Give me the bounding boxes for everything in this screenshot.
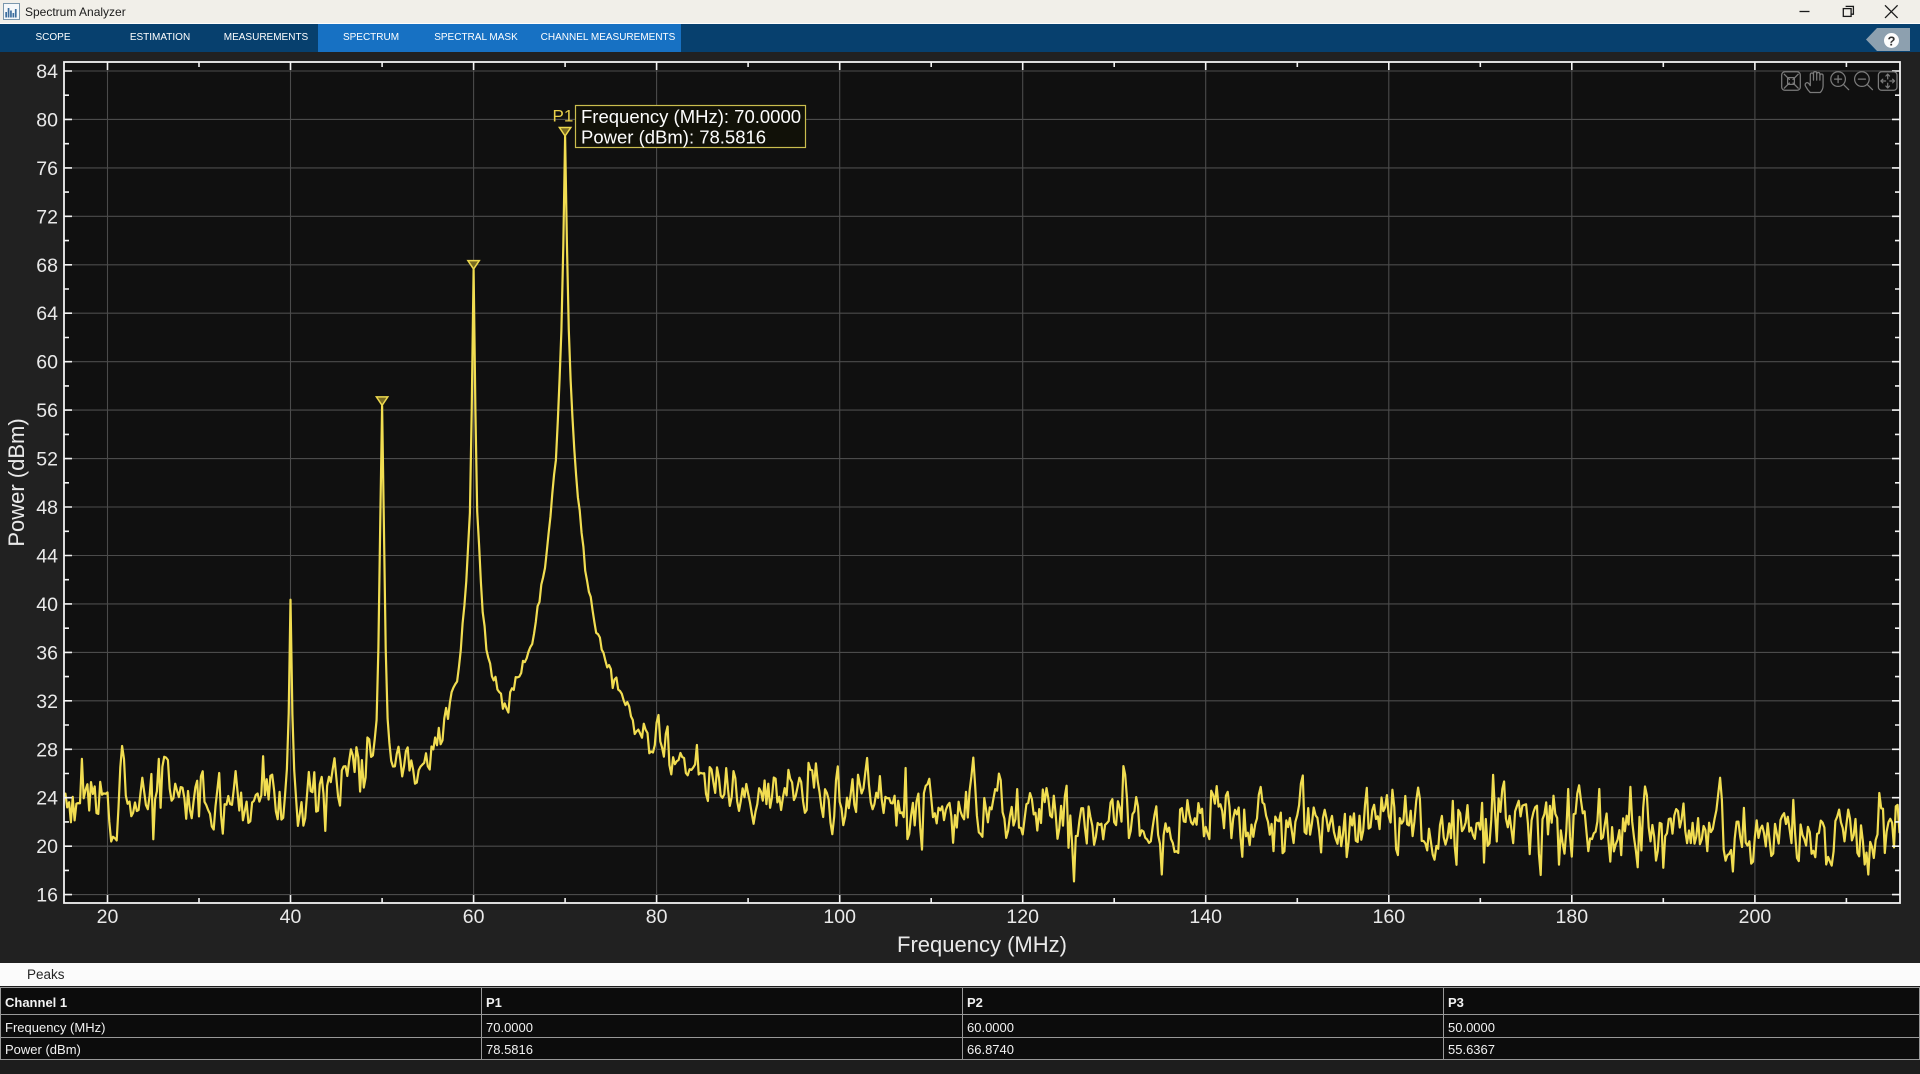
svg-text:120: 120 (1006, 906, 1039, 928)
svg-text:16: 16 (36, 885, 58, 907)
svg-text:80: 80 (646, 906, 668, 928)
svg-text:24: 24 (36, 788, 58, 810)
svg-text:P1: P1 (553, 107, 574, 126)
svg-text:200: 200 (1739, 906, 1772, 928)
svg-text:84: 84 (36, 61, 58, 83)
svg-text:68: 68 (36, 255, 58, 277)
svg-text:64: 64 (36, 303, 58, 325)
svg-text:Power (dBm): Power (dBm) (4, 418, 29, 546)
svg-text:32: 32 (36, 691, 58, 713)
svg-text:80: 80 (36, 109, 58, 131)
svg-text:48: 48 (36, 497, 58, 519)
svg-text:28: 28 (36, 739, 58, 761)
svg-text:40: 40 (36, 594, 58, 616)
svg-text:20: 20 (97, 906, 119, 928)
svg-text:60: 60 (36, 352, 58, 374)
svg-text:20: 20 (36, 836, 58, 858)
svg-text:180: 180 (1556, 906, 1589, 928)
svg-text:36: 36 (36, 642, 58, 664)
svg-text:100: 100 (823, 906, 856, 928)
svg-text:140: 140 (1189, 906, 1222, 928)
svg-text:56: 56 (36, 400, 58, 422)
svg-text:Power (dBm): 78.5816: Power (dBm): 78.5816 (581, 127, 766, 148)
svg-text:40: 40 (280, 906, 302, 928)
svg-text:?: ? (1888, 34, 1896, 49)
svg-text:Frequency (MHz): Frequency (MHz) (897, 932, 1067, 957)
svg-text:44: 44 (36, 546, 58, 568)
svg-text:Frequency (MHz): 70.0000: Frequency (MHz): 70.0000 (581, 106, 801, 127)
svg-text:72: 72 (36, 206, 58, 228)
svg-text:76: 76 (36, 158, 58, 180)
svg-text:160: 160 (1373, 906, 1406, 928)
svg-text:60: 60 (463, 906, 485, 928)
svg-text:52: 52 (36, 449, 58, 471)
